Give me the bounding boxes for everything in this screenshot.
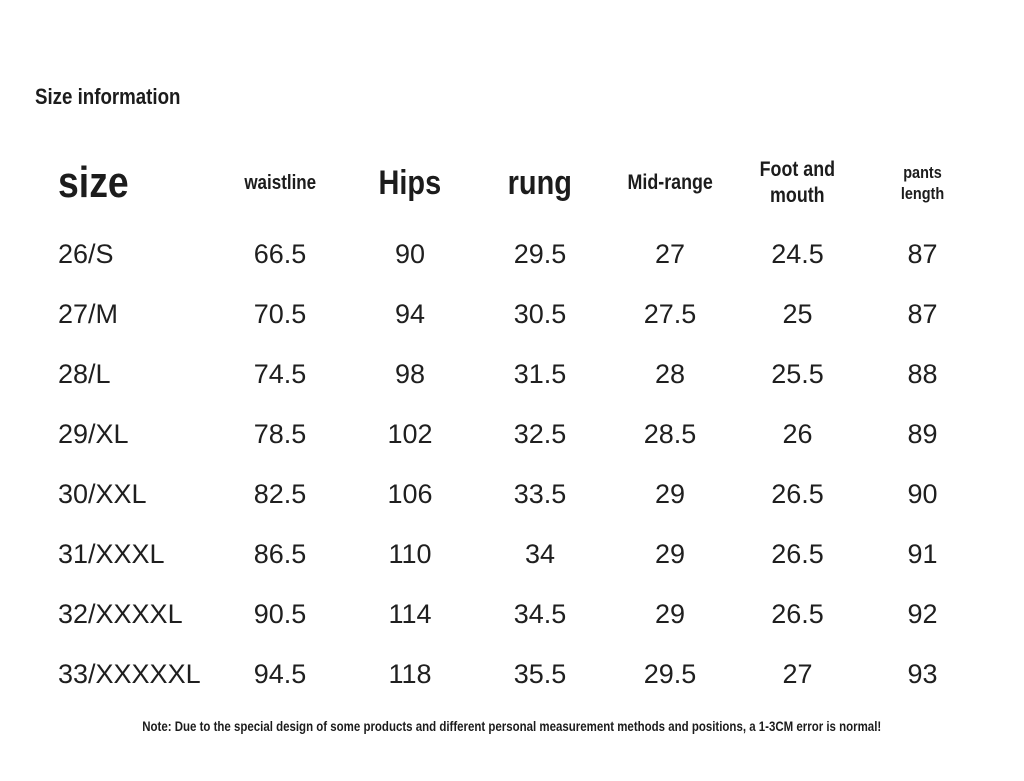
column-header-mid-range-label: Mid-range [627, 171, 713, 194]
column-header-waistline: waistline [230, 142, 330, 224]
waistline-cell: 94.5 [253, 658, 307, 689]
pants_length-cell: 91 [907, 538, 938, 569]
table-row: 29/XL 78.5 102 32.5 28.5 26 89 [0, 404, 1000, 464]
pants_length-cell: 87 [907, 238, 938, 269]
size-information-table: size waistline Hips rung Mid-range Foot … [0, 142, 1000, 704]
column-header-pants-length: pants length [845, 142, 1000, 224]
column-header-rung: rung [490, 142, 590, 224]
rung-cell: 33.5 [513, 478, 567, 509]
size-cell: 31/XXXL [58, 538, 165, 569]
foot_and_mouth-cell: 27 [782, 658, 813, 689]
column-header-rung-label: rung [507, 163, 573, 202]
table-row: 30/XXL 82.5 106 33.5 29 26.5 90 [0, 464, 1000, 524]
column-header-hips-label: Hips [378, 163, 442, 202]
size-cell: 32/XXXXL [58, 598, 183, 629]
size-cell: 26/S [58, 238, 114, 269]
waistline-cell: 86.5 [253, 538, 307, 569]
hips-cell: 90 [394, 238, 426, 269]
waistline-cell: 78.5 [253, 418, 307, 449]
table-body: 26/S 66.5 90 29.5 27 24.5 87 27/M 70.5 94 30.5 27.5… [0, 224, 1000, 704]
size-cell: 28/L [58, 358, 111, 389]
foot_and_mouth-cell: 26.5 [771, 598, 824, 629]
table-row: 33/XXXXXL 94.5 118 35.5 29.5 27 93 [0, 644, 1000, 704]
column-header-size-label: size [58, 158, 129, 207]
column-header-size: size [0, 142, 230, 224]
column-header-hips: Hips [330, 142, 490, 224]
size-cell: 27/M [58, 298, 119, 329]
foot_and_mouth-cell: 24.5 [771, 238, 824, 269]
foot_and_mouth-cell: 26.5 [771, 538, 824, 569]
hips-cell: 110 [388, 538, 432, 569]
table-row: 27/M 70.5 94 30.5 27.5 25 87 [0, 284, 1000, 344]
waistline-cell: 66.5 [253, 238, 307, 269]
pants_length-cell: 87 [907, 298, 938, 329]
column-header-foot-and-mouth: Foot and mouth [750, 142, 845, 224]
size-cell: 29/XL [58, 418, 129, 449]
hips-cell: 118 [388, 658, 432, 689]
hips-cell: 94 [394, 298, 426, 329]
rung-cell: 34 [524, 538, 556, 569]
rung-cell: 29.5 [513, 238, 567, 269]
pants_length-cell: 93 [907, 658, 938, 689]
mid_range-cell: 27.5 [643, 298, 697, 329]
mid_range-cell: 28.5 [643, 418, 697, 449]
table-header: size waistline Hips rung Mid-range Foot … [0, 142, 1000, 224]
mid_range-cell: 29 [654, 538, 686, 569]
size-cell: 33/XXXXXL [58, 658, 201, 689]
rung-cell: 30.5 [513, 298, 567, 329]
foot_and_mouth-cell: 26 [782, 418, 813, 449]
table-header-row: size waistline Hips rung Mid-range Foot … [0, 142, 1000, 224]
rung-cell: 31.5 [513, 358, 567, 389]
mid_range-cell: 29.5 [643, 658, 697, 689]
hips-cell: 114 [388, 598, 432, 629]
table-row: 26/S 66.5 90 29.5 27 24.5 87 [0, 224, 1000, 284]
pants_length-cell: 92 [907, 598, 938, 629]
column-header-waistline-label: waistline [244, 171, 316, 194]
waistline-cell: 82.5 [253, 478, 307, 509]
table-row: 31/XXXL 86.5 110 34 29 26.5 91 [0, 524, 1000, 584]
hips-cell: 102 [387, 418, 433, 449]
foot_and_mouth-cell: 26.5 [771, 478, 824, 509]
page-title: Size information [35, 84, 206, 110]
rung-cell: 32.5 [513, 418, 567, 449]
size-cell: 30/XXL [58, 478, 147, 509]
rung-cell: 34.5 [513, 598, 567, 629]
measurement-note: Note: Due to the special design of some … [0, 718, 1024, 736]
waistline-cell: 74.5 [253, 358, 307, 389]
mid_range-cell: 28 [654, 358, 686, 389]
pants_length-cell: 89 [907, 418, 938, 449]
page-title-text: Size information [35, 84, 181, 109]
column-header-pants-length-label: pants length [900, 162, 945, 203]
column-header-mid-range: Mid-range [590, 142, 750, 224]
mid_range-cell: 27 [654, 238, 686, 269]
column-header-foot-and-mouth-label: Foot and mouth [759, 157, 836, 207]
mid_range-cell: 29 [654, 598, 686, 629]
hips-cell: 98 [394, 358, 426, 389]
pants_length-cell: 90 [907, 478, 938, 509]
rung-cell: 35.5 [513, 658, 567, 689]
pants_length-cell: 88 [907, 358, 938, 389]
table-row: 28/L 74.5 98 31.5 28 25.5 88 [0, 344, 1000, 404]
measurement-note-text: Note: Due to the special design of some … [142, 719, 882, 734]
foot_and_mouth-cell: 25.5 [771, 358, 824, 389]
table-row: 32/XXXXL 90.5 114 34.5 29 26.5 92 [0, 584, 1000, 644]
foot_and_mouth-cell: 25 [782, 298, 813, 329]
mid_range-cell: 29 [654, 478, 686, 509]
waistline-cell: 70.5 [253, 298, 307, 329]
hips-cell: 106 [387, 478, 433, 509]
waistline-cell: 90.5 [253, 598, 307, 629]
